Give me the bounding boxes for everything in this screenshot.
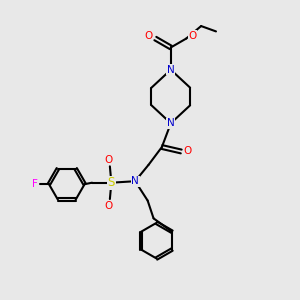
Text: S: S <box>108 176 115 189</box>
Text: O: O <box>145 31 153 40</box>
Text: F: F <box>32 179 38 189</box>
Text: O: O <box>189 31 197 40</box>
Text: O: O <box>184 146 192 157</box>
Text: N: N <box>167 118 175 128</box>
Text: N: N <box>131 176 139 186</box>
Text: O: O <box>105 201 113 211</box>
Text: N: N <box>167 65 175 75</box>
Text: O: O <box>105 155 113 165</box>
